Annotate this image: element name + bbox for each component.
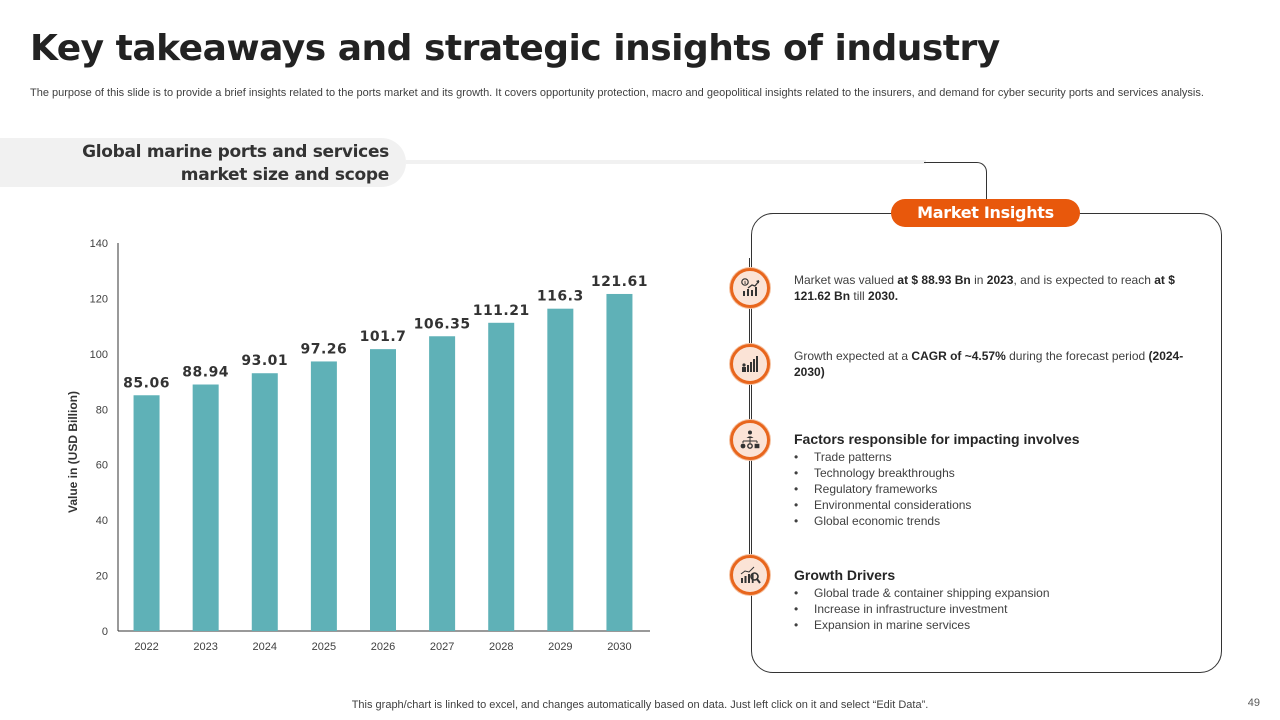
factors-heading: Factors responsible for impacting involv…	[794, 431, 1080, 447]
bar-2022	[133, 395, 160, 631]
bar-2023	[192, 384, 219, 631]
y-axis-title: Value in (USD Billion)	[66, 391, 80, 513]
x-tick-label: 2027	[430, 641, 454, 653]
connector-line	[924, 162, 987, 200]
chart-search-icon	[730, 555, 770, 595]
data-label: 93.01	[241, 353, 288, 369]
y-tick-label: 0	[102, 626, 108, 638]
x-tick-label: 2022	[134, 641, 158, 653]
footer-note: This graph/chart is linked to excel, and…	[351, 699, 929, 711]
insight-factors: Factors responsible for impacting involv…	[794, 430, 1204, 529]
data-label: 85.06	[123, 375, 170, 391]
growth-drivers-heading: Growth Drivers	[794, 567, 896, 583]
x-tick-label: 2028	[489, 641, 513, 653]
y-tick-label: 100	[90, 349, 108, 361]
section-title-line1: Global marine ports and services	[82, 142, 389, 162]
factor-item: Environmental considerations	[794, 497, 1204, 513]
growth-driver-item: Expansion in marine services	[794, 617, 1204, 633]
bar-2025	[310, 361, 337, 631]
factor-item: Global economic trends	[794, 513, 1204, 529]
growth-driver-item: Increase in infrastructure investment	[794, 601, 1204, 617]
y-tick-label: 40	[96, 515, 108, 527]
y-tick-label: 60	[96, 460, 108, 472]
bar-2026	[370, 349, 396, 631]
data-label: 88.94	[182, 365, 229, 381]
x-tick-label: 2030	[607, 641, 631, 653]
section-title-line2: market size and scope	[180, 165, 390, 185]
bar-2024	[251, 373, 278, 631]
x-tick-label: 2023	[193, 641, 217, 653]
x-tick-label: 2026	[371, 641, 395, 653]
growth-driver-item: Global trade & container shipping expans…	[794, 585, 1204, 601]
page-subtitle: The purpose of this slide is to provide …	[30, 87, 1204, 99]
y-tick-label: 120	[90, 293, 108, 305]
timeline-line	[749, 258, 750, 578]
x-tick-label: 2024	[253, 641, 277, 653]
bar-2030	[606, 293, 633, 631]
factor-item: Technology breakthroughs	[794, 465, 1204, 481]
bar-2029	[547, 308, 574, 631]
data-label: 106.35	[414, 316, 471, 332]
y-tick-label: 20	[96, 571, 108, 583]
bar-growth-icon	[730, 344, 770, 384]
section-title: Global marine ports and services market …	[0, 141, 389, 187]
factor-item: Regulatory frameworks	[794, 481, 1204, 497]
svg-text:$: $	[744, 280, 747, 286]
bar-chart-svg: 0 20 40 60 80 100 120 140 Value in (USD Billion)…	[66, 238, 650, 653]
page-title: Key takeaways and strategic insights of …	[30, 28, 1000, 69]
dollar-growth-chart-icon: $	[730, 268, 770, 308]
x-tick-label: 2029	[548, 641, 572, 653]
org-hierarchy-icon	[730, 420, 770, 460]
data-label: 121.61	[591, 274, 648, 290]
factors-list: Trade patterns Technology breakthroughs …	[794, 449, 1204, 529]
data-label: 116.3	[537, 289, 584, 305]
growth-drivers-list: Global trade & container shipping expans…	[794, 585, 1204, 633]
section-divider	[406, 160, 926, 164]
factor-item: Trade patterns	[794, 449, 1204, 465]
insight-cagr: Growth expected at a CAGR of ~4.57% duri…	[794, 349, 1184, 379]
y-tick-label: 80	[96, 404, 108, 416]
page-number: 49	[1247, 697, 1260, 709]
market-size-chart[interactable]: 0 20 40 60 80 100 120 140 Value in (USD Billion)…	[60, 230, 660, 660]
data-label: 97.26	[300, 341, 347, 357]
bar-2028	[488, 322, 515, 631]
insight-growth-drivers: Growth Drivers Global trade & container …	[794, 566, 1204, 633]
data-label: 101.7	[360, 329, 407, 345]
x-tick-label: 2025	[312, 641, 336, 653]
section-header-background	[0, 138, 406, 187]
market-insights-badge: Market Insights	[891, 199, 1080, 227]
bar-2027	[429, 336, 456, 631]
y-tick-label: 140	[90, 238, 108, 250]
insight-market-value: Market was valued at $ 88.93 Bn in 2023,…	[794, 273, 1175, 303]
data-label: 111.21	[473, 303, 530, 319]
